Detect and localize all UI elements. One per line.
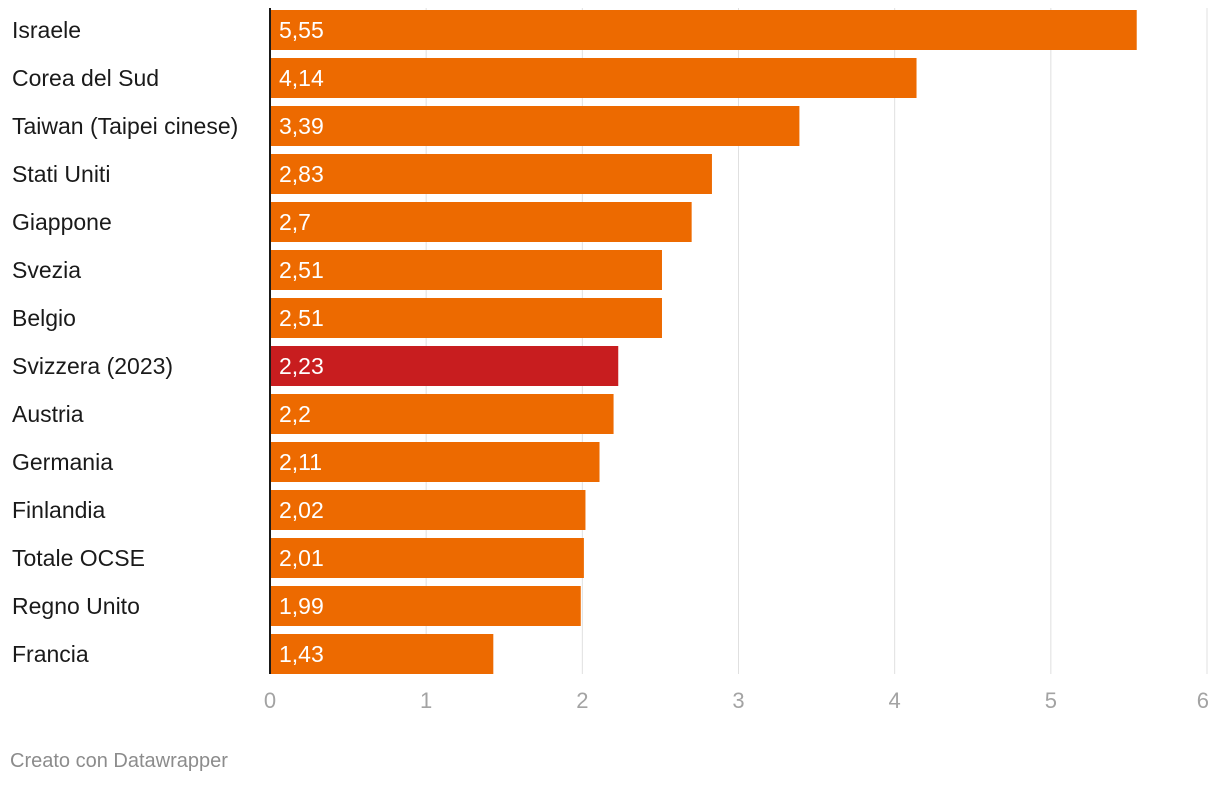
bar bbox=[270, 298, 662, 338]
bar bbox=[270, 634, 494, 674]
category-label: Giappone bbox=[12, 209, 112, 235]
bar-value-label: 2,23 bbox=[279, 353, 324, 379]
bar-value-label: 2,01 bbox=[279, 545, 324, 571]
x-tick-label: 2 bbox=[576, 688, 588, 713]
bar bbox=[270, 490, 586, 530]
bar-value-label: 2,02 bbox=[279, 497, 324, 523]
bar bbox=[270, 106, 800, 146]
x-tick-label: 5 bbox=[1045, 688, 1057, 713]
x-tick-label: 3 bbox=[732, 688, 744, 713]
bar-value-label: 2,51 bbox=[279, 305, 324, 331]
bar-value-label: 3,39 bbox=[279, 113, 324, 139]
category-label: Svezia bbox=[12, 257, 81, 283]
bar-value-label: 4,14 bbox=[279, 65, 324, 91]
category-label: Svizzera (2023) bbox=[12, 353, 173, 379]
bar-value-label: 2,7 bbox=[279, 209, 311, 235]
bar-value-label: 2,51 bbox=[279, 257, 324, 283]
bar-value-label: 1,99 bbox=[279, 593, 324, 619]
category-label: Corea del Sud bbox=[12, 65, 159, 91]
bar bbox=[270, 346, 619, 386]
category-label: Francia bbox=[12, 641, 89, 667]
bar bbox=[270, 586, 581, 626]
category-label: Totale OCSE bbox=[12, 545, 145, 571]
category-label: Belgio bbox=[12, 305, 76, 331]
category-label: Regno Unito bbox=[12, 593, 140, 619]
bar bbox=[270, 442, 600, 482]
x-tick-label: 6 bbox=[1197, 688, 1209, 713]
bar-value-label: 2,83 bbox=[279, 161, 324, 187]
category-label: Finlandia bbox=[12, 497, 106, 523]
bar bbox=[270, 58, 917, 98]
x-tick-label: 0 bbox=[264, 688, 276, 713]
bar bbox=[270, 250, 662, 290]
category-label: Germania bbox=[12, 449, 113, 475]
category-label: Taiwan (Taipei cinese) bbox=[12, 113, 238, 139]
credit-text: Creato con Datawrapper bbox=[10, 750, 228, 772]
bar-value-label: 2,11 bbox=[279, 449, 322, 475]
bar bbox=[270, 202, 692, 242]
category-label: Austria bbox=[12, 401, 84, 427]
bar bbox=[270, 538, 584, 578]
bar-value-label: 1,43 bbox=[279, 641, 324, 667]
category-label: Stati Uniti bbox=[12, 161, 110, 187]
bar bbox=[270, 154, 712, 194]
category-label: Israele bbox=[12, 17, 81, 43]
bar-value-label: 2,2 bbox=[279, 401, 311, 427]
x-tick-label: 4 bbox=[889, 688, 901, 713]
bar bbox=[270, 394, 614, 434]
bar bbox=[270, 10, 1137, 50]
bar-value-label: 5,55 bbox=[279, 17, 324, 43]
x-tick-label: 1 bbox=[420, 688, 432, 713]
